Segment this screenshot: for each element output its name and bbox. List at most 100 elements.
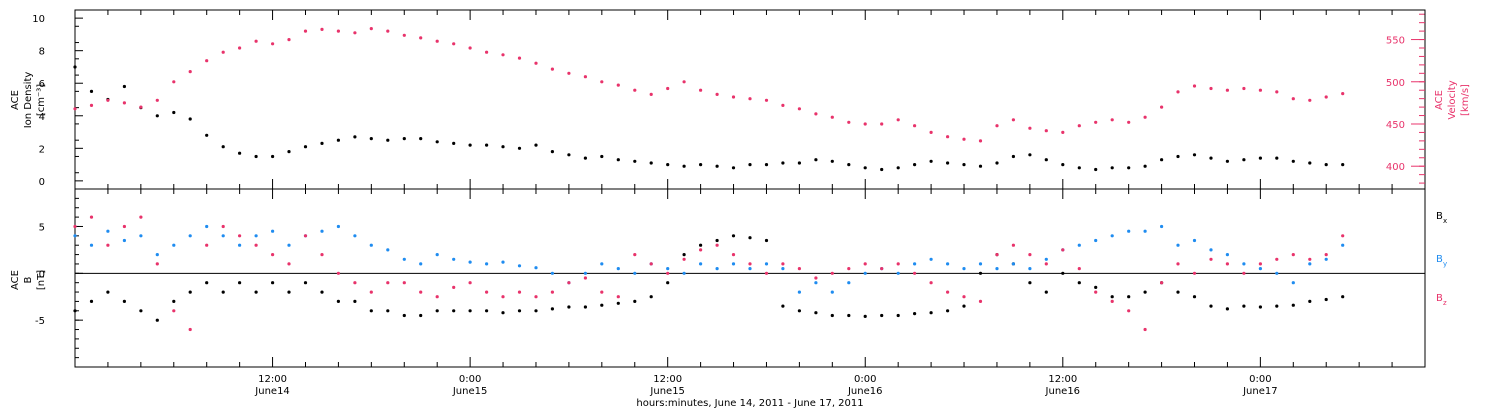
bx-point [517, 309, 522, 313]
ion-density-point [962, 163, 966, 167]
velocity-point [896, 118, 900, 122]
bx-point [781, 304, 785, 308]
velocity-point [517, 56, 522, 60]
ion-density-point [1094, 167, 1098, 172]
velocity-point [995, 124, 999, 128]
by-point [946, 262, 950, 266]
bx-point [468, 309, 472, 313]
velocity-point [731, 95, 736, 99]
ion-density-point [254, 154, 258, 159]
ion-density-point [452, 141, 456, 145]
bz-point [715, 243, 719, 247]
bz-point [89, 215, 94, 219]
ion-density-point [682, 164, 686, 168]
velocity-point [485, 50, 489, 54]
velocity-point [1258, 88, 1262, 92]
velocity-point [1291, 97, 1295, 101]
legend-subscript: z [1443, 299, 1447, 307]
bx-point [962, 304, 966, 308]
by-point [682, 271, 686, 275]
by-point [1324, 257, 1328, 261]
ion-density-point [221, 145, 225, 149]
ion-density-point [188, 117, 192, 121]
ion-density-point [402, 137, 406, 141]
velocity-point [435, 39, 439, 43]
bx-point [649, 295, 653, 299]
ion-density-point [995, 161, 999, 165]
bx-point [1110, 295, 1114, 299]
velocity-point [781, 103, 785, 107]
ion-density-point [172, 110, 176, 115]
by-point [1275, 271, 1279, 275]
ion-density-point [715, 164, 719, 168]
by-point [616, 267, 620, 271]
velocity-point [534, 61, 538, 65]
bx-point [172, 299, 176, 303]
bx-point [715, 238, 719, 243]
ion-density-point [830, 159, 834, 163]
velocity-point [155, 98, 159, 102]
by-point [715, 267, 719, 271]
by-point [238, 243, 242, 247]
by-point [1291, 281, 1295, 285]
velocity-point [468, 46, 472, 50]
field-tick-label: -5 [35, 316, 45, 327]
bz-point [73, 224, 77, 229]
velocity-point [1324, 95, 1328, 99]
velocity-point [649, 92, 653, 96]
ion-density-point [1044, 158, 1048, 162]
ion-density-point [73, 65, 77, 69]
bz-point [649, 262, 653, 266]
velocity-point [336, 29, 340, 33]
ion-density-point [583, 156, 588, 160]
by-point [978, 262, 983, 266]
by-point [172, 243, 176, 247]
bz-point [139, 215, 143, 219]
bz-point [501, 295, 505, 299]
bx-point [1192, 295, 1197, 299]
field-axis-label-unit: [nT] [36, 270, 47, 290]
time-axis: 12:00June140:00June1512:00June150:00June… [74, 10, 1426, 397]
bz-point [271, 253, 275, 257]
velocity-point [1209, 86, 1213, 91]
density-velocity-panel: 0 2 4 6 8 10 400 450 500 550 ACE Ion Density [cm… [10, 9, 1471, 190]
bz-point [517, 290, 522, 294]
bx-point [863, 314, 867, 318]
by-point [271, 229, 275, 233]
velocity-point [1192, 84, 1197, 88]
by-point [699, 262, 703, 266]
velocity-point [221, 50, 225, 54]
ion-density-point [271, 154, 275, 159]
by-point [254, 234, 258, 238]
by-point [452, 257, 456, 261]
by-point [485, 262, 489, 266]
ion-density-point [122, 84, 126, 89]
ion-density-point [155, 114, 159, 118]
bz-point [666, 271, 670, 275]
bx-point [139, 309, 143, 313]
bz-point [583, 276, 588, 280]
by-point [929, 257, 933, 261]
bz-point [452, 285, 456, 289]
velocity-point [320, 27, 324, 31]
bz-point [978, 299, 983, 303]
bz-point [1291, 253, 1295, 257]
bz-point [731, 253, 736, 257]
velocity-point [1143, 115, 1147, 119]
by-point [1209, 248, 1213, 252]
bz-point [764, 271, 769, 275]
velocity-point [303, 29, 308, 33]
bz-point [1324, 253, 1328, 257]
bz-point [1308, 257, 1312, 261]
by-point [517, 264, 522, 268]
velocity-point [73, 107, 77, 111]
ion-density-point [1275, 156, 1279, 160]
bz-point [353, 281, 357, 285]
by-point [1011, 262, 1016, 266]
ion-density-point [781, 161, 785, 165]
velocity-point [353, 31, 357, 35]
velocity-point [254, 39, 258, 43]
bz-point [830, 271, 834, 275]
bz-point [797, 267, 802, 271]
density-tick-label: 2 [39, 144, 45, 155]
